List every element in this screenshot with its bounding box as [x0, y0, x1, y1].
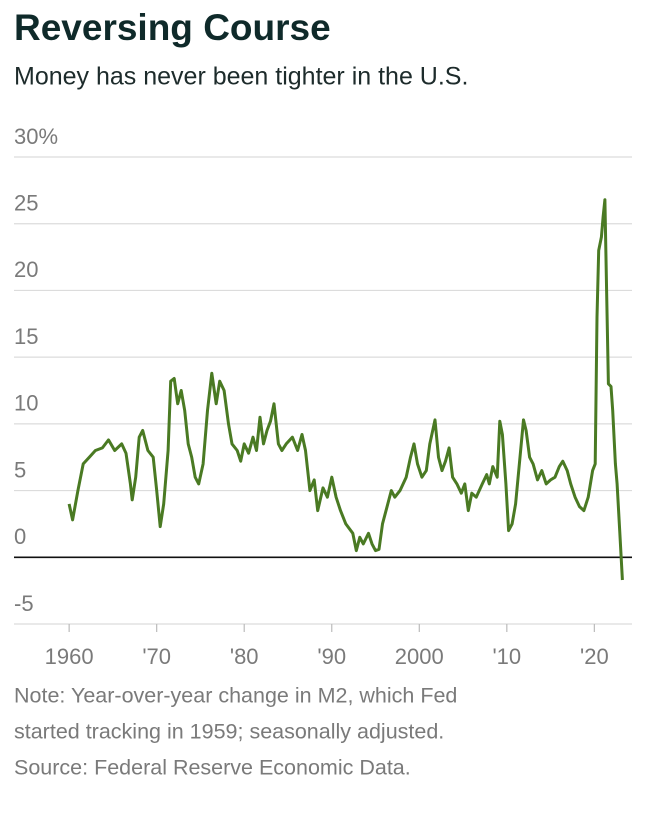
note: started tracking in 1959; seasonally adj…: [14, 720, 444, 744]
x-tick-label: '80: [230, 644, 259, 669]
x-tick-label: '90: [317, 644, 346, 669]
x-tick-label: 1960: [45, 644, 94, 669]
source: Source: Federal Reserve Economic Data.: [14, 756, 411, 780]
chart-title: Reversing Course: [14, 7, 331, 48]
x-tick-label: 2000: [395, 644, 444, 669]
x-tick-label: '70: [142, 644, 171, 669]
note: Note: Year-over-year change in M2, which…: [14, 684, 457, 708]
x-tick-label: '10: [492, 644, 521, 669]
y-tick-label: 30%: [14, 124, 58, 149]
chart-subtitle: Money has never been tighter in the U.S.: [14, 63, 468, 91]
x-tick-label: '20: [580, 644, 609, 669]
y-tick-label: 15: [14, 324, 38, 349]
data-line: [67, 198, 624, 581]
y-tick-label: 20: [14, 257, 38, 282]
y-tick-label: 5: [14, 457, 26, 482]
y-tick-label: -5: [14, 591, 34, 616]
y-tick-label: 10: [14, 391, 38, 416]
y-tick-label: 25: [14, 191, 38, 216]
y-tick-label: 0: [14, 524, 26, 549]
